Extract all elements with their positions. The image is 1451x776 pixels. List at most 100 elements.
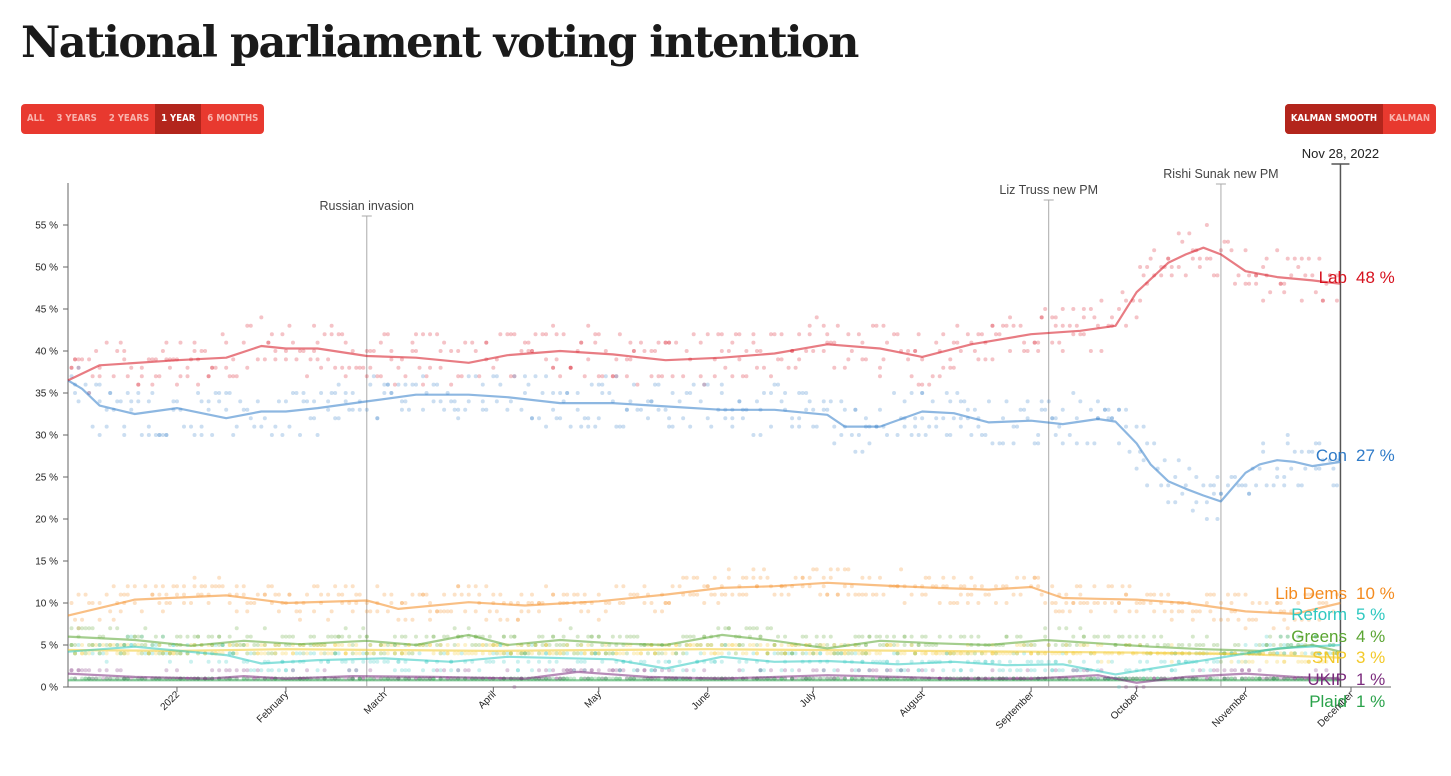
poll-point [572,651,577,656]
poll-point [245,651,250,656]
poll-point [456,668,461,673]
poll-point [624,651,629,656]
poll-point [554,416,559,421]
poll-point [94,349,99,353]
poll-point [547,651,552,656]
poll-point [1190,634,1195,639]
x-tick-label: November [1210,689,1251,730]
kalman-smooth-button[interactable]: KALMAN SMOOTH [1284,104,1384,134]
poll-point [392,668,397,673]
poll-point [343,584,348,589]
range-1-year-button[interactable]: 1 YEAR [155,104,202,134]
poll-point [937,601,942,605]
poll-point [1313,290,1318,295]
poll-point [80,651,85,656]
poll-point [990,668,995,673]
poll-point [726,349,731,353]
poll-point [248,651,253,656]
poll-point [1074,323,1079,328]
poll-point [656,340,661,345]
poll-point [526,609,531,614]
poll-point [1225,592,1230,597]
poll-point [217,584,222,589]
poll-point [976,601,981,605]
x-tick-label: 2022 [159,689,183,713]
poll-point [1299,659,1304,664]
poll-point [811,424,816,429]
poll-point [1134,609,1139,614]
poll-point [227,643,232,647]
range-all-button[interactable]: ALL [27,113,45,124]
range-6-months-button[interactable]: 6 MONTHS [207,113,259,124]
poll-point [1152,634,1157,639]
series-line-snp [67,648,1341,659]
poll-point [1145,483,1150,488]
poll-point [108,643,113,647]
poll-point [452,626,457,631]
poll-point [797,391,802,395]
poll-point [456,643,461,647]
poll-point [515,668,520,673]
poll-point [705,332,710,337]
poll-point [565,391,570,395]
poll-point [877,407,882,412]
poll-point [294,357,299,362]
poll-point [800,634,805,639]
poll-point [589,651,594,656]
poll-point [751,567,756,572]
poll-point [301,651,306,656]
poll-point [958,416,963,421]
poll-point [681,651,686,656]
poll-point [885,340,890,345]
poll-point [551,634,556,639]
poll-point [213,365,218,370]
range-3-years-button[interactable]: 3 YEARS [56,113,97,124]
poll-point [336,382,341,387]
poll-point [178,651,183,656]
poll-point [273,643,278,647]
poll-point [178,651,183,656]
poll-point [473,651,478,656]
poll-point [421,374,426,379]
poll-point [529,592,534,597]
voting-intention-chart[interactable]: 0 %5 %10 %15 %20 %25 %30 %35 %40 %45 %50… [0,140,1451,776]
poll-point [97,651,102,656]
poll-point [1074,668,1079,673]
poll-point [452,399,457,404]
poll-point [1306,449,1311,454]
poll-point [227,651,232,656]
poll-point [438,365,443,370]
poll-point [69,365,74,370]
poll-point [227,651,232,656]
poll-point [378,643,383,647]
poll-point [1180,643,1185,647]
poll-point [923,592,928,597]
poll-point [494,609,499,614]
poll-point [213,584,218,589]
poll-point [631,349,636,353]
poll-point [368,659,373,664]
poll-point [308,634,313,639]
poll-point [146,651,151,656]
poll-point [312,651,317,656]
poll-point [610,651,615,656]
poll-point [153,357,158,362]
kalman-button[interactable]: KALMAN [1389,113,1430,124]
poll-point [614,584,619,589]
poll-point [821,634,826,639]
poll-point [1208,483,1213,488]
poll-point [972,651,977,656]
poll-point [364,374,369,379]
poll-point [428,609,433,614]
poll-point [1067,609,1072,614]
poll-point [656,382,661,387]
poll-point [396,617,401,622]
range-2-years-button[interactable]: 2 YEARS [108,113,150,124]
poll-point [1064,626,1069,631]
poll-point [885,643,890,647]
poll-point [262,416,267,421]
poll-point [364,634,369,639]
poll-point [730,416,735,421]
poll-point [863,651,868,656]
poll-point [431,399,436,404]
